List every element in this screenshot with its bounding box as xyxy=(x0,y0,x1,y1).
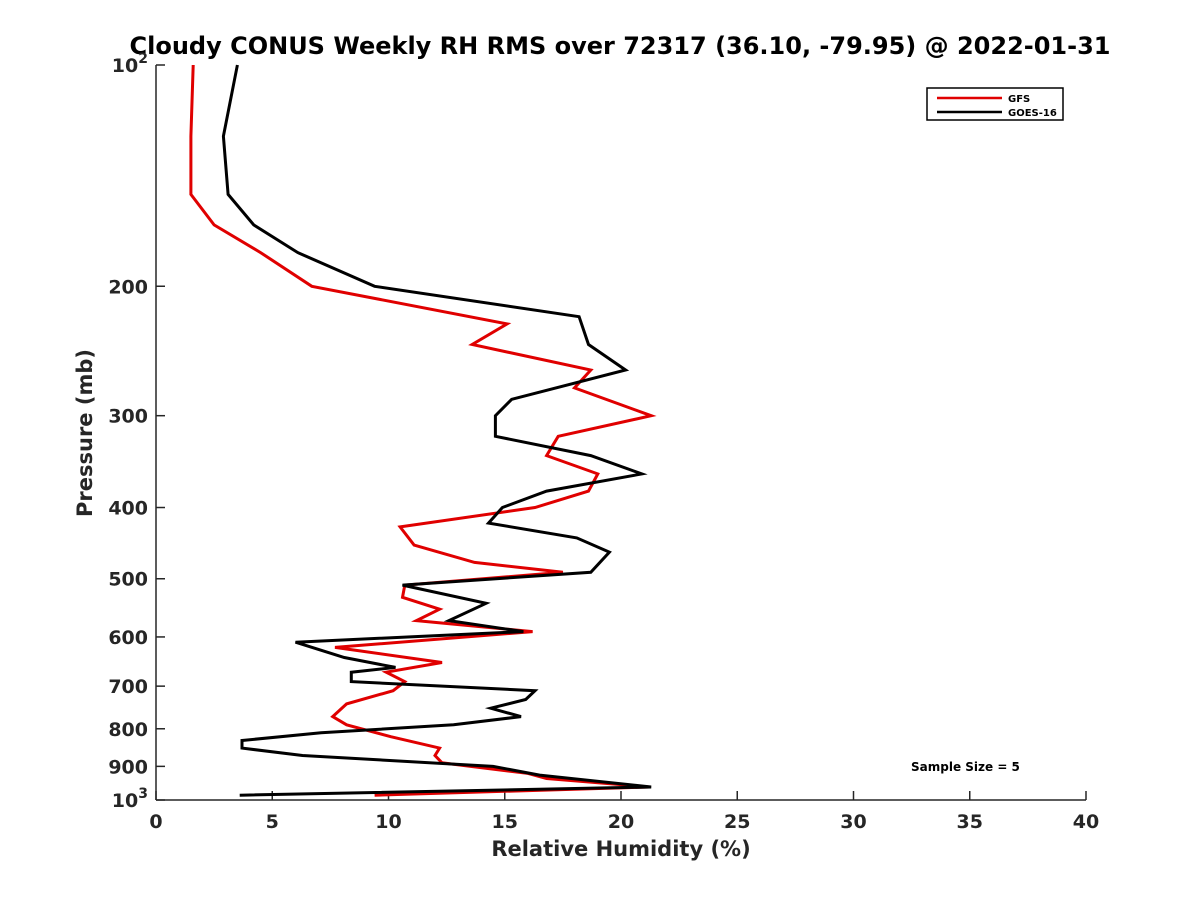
legend-label: GOES-16 xyxy=(1008,108,1057,119)
chart-title: Cloudy CONUS Weekly RH RMS over 72317 (3… xyxy=(130,32,1111,60)
legend-label: GFS xyxy=(1008,94,1030,105)
x-tick-label: 0 xyxy=(149,811,162,833)
sample-size-annotation: Sample Size = 5 xyxy=(911,760,1020,774)
y-tick-label: 900 xyxy=(108,756,148,778)
y-tick-label: 800 xyxy=(108,719,148,741)
x-axis-label: Relative Humidity (%) xyxy=(491,837,750,861)
x-axis-ticks: 0 5 10 15 20 25 30 35 40 xyxy=(149,791,1099,833)
x-tick-label: 25 xyxy=(724,811,750,833)
series-line-goes-16 xyxy=(221,64,652,797)
y-tick-label: 103 xyxy=(112,786,148,812)
legend-box xyxy=(926,87,1064,121)
x-tick-label: 40 xyxy=(1073,811,1099,833)
series-layer xyxy=(189,64,657,797)
x-tick-label: 15 xyxy=(492,811,518,833)
y-axis-label: Pressure (mb) xyxy=(73,349,97,517)
y-tick-base: 10 xyxy=(112,790,138,812)
x-tick-label: 20 xyxy=(608,811,634,833)
y-tick-label: 700 xyxy=(108,676,148,698)
x-tick-label: 30 xyxy=(840,811,866,833)
y-tick-label: 400 xyxy=(108,498,148,520)
y-tick-exponent: 2 xyxy=(138,51,148,67)
y-tick-label: 102 xyxy=(112,51,148,77)
y-tick-exponent: 3 xyxy=(138,786,148,802)
chart-legend: GFS GOES-16 xyxy=(926,87,1064,121)
y-tick-label: 300 xyxy=(108,406,148,428)
x-tick-label: 35 xyxy=(957,811,983,833)
y-tick-label: 200 xyxy=(108,276,148,298)
y-tick-label: 500 xyxy=(108,569,148,591)
x-tick-label: 10 xyxy=(375,811,401,833)
y-tick-base: 10 xyxy=(112,55,138,77)
x-tick-label: 5 xyxy=(266,811,279,833)
y-tick-label: 600 xyxy=(108,627,148,649)
